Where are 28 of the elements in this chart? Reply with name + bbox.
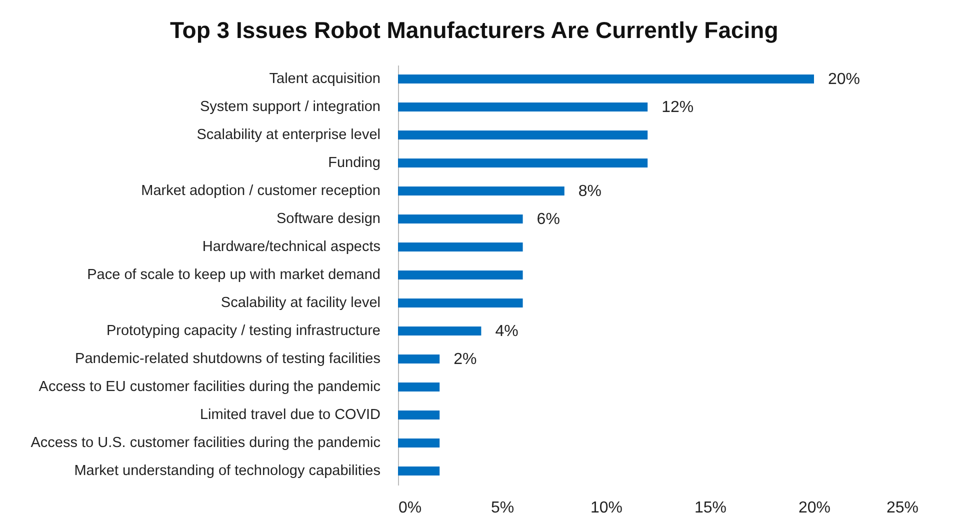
x-tick-label: 25% (886, 500, 918, 516)
y-tick-label: Prototyping capacity / testing infrastructure (106, 323, 380, 339)
data-label: 6% (536, 211, 560, 228)
y-tick-label: System support / integration (200, 99, 380, 115)
data-label: 4% (495, 323, 518, 340)
y-tick-label: Access to U.S. customer facilities during the pandemic (30, 435, 380, 451)
x-tick-label: 5% (490, 500, 514, 516)
y-tick-label: Scalability at facility level (220, 295, 380, 311)
y-tick-label: Scalability at enterprise level (196, 127, 380, 143)
y-tick-label: Market adoption / customer reception (141, 183, 380, 199)
y-tick-label: Pandemic-related shutdowns of testing facilities (75, 351, 380, 367)
x-tick-label: 10% (590, 500, 623, 516)
data-label: 12% (662, 99, 694, 116)
data-label: 8% (578, 183, 602, 200)
chart-title: Top 3 Issues Robot Manufacturers Are Currently Facing (170, 17, 778, 43)
x-tick-label: 0% (398, 500, 422, 516)
x-tick-label: 20% (798, 500, 831, 516)
y-tick-label: Funding (328, 155, 380, 171)
y-tick-label: Software design (276, 211, 380, 227)
y-tick-label: Hardware/technical aspects (202, 239, 380, 255)
y-tick-label: Pace of scale to keep up with market demand (87, 267, 380, 283)
y-tick-label: Access to EU customer facilities during the pandemic (38, 379, 380, 395)
x-tick-label: 15% (694, 500, 727, 516)
y-tick-label: Talent acquisition (269, 71, 380, 87)
data-label: 2% (454, 351, 477, 368)
y-tick-label: Market understanding of technology capabilities (74, 463, 380, 479)
y-tick-label: Limited travel due to COVID (200, 407, 380, 423)
data-label: 20% (828, 71, 860, 88)
